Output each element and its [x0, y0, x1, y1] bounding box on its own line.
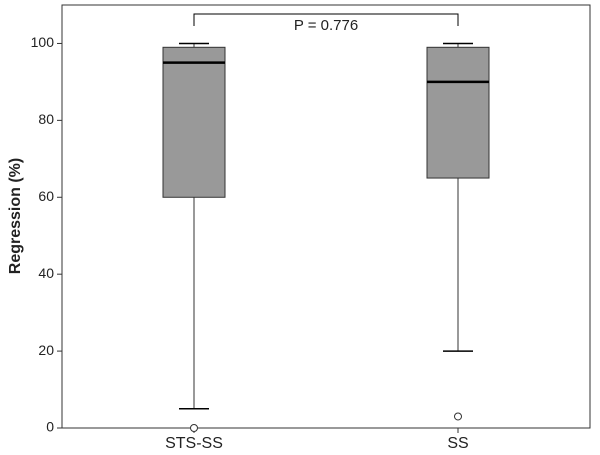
y-tick-label: 40 — [38, 265, 54, 281]
y-tick-label: 20 — [38, 342, 54, 358]
y-tick-label: 60 — [38, 188, 54, 204]
annotation: P = 0.776 — [294, 17, 358, 34]
y-axis-label: Regression (%) — [7, 158, 24, 274]
box — [426, 46, 490, 179]
y-tick-label: 0 — [46, 419, 54, 435]
x-tick-label: STS-SS — [165, 435, 223, 452]
outlier — [454, 412, 462, 421]
box — [162, 46, 226, 198]
x-tick-label: SS — [447, 435, 468, 452]
outlier — [190, 424, 198, 432]
y-tick-label: 100 — [31, 34, 55, 50]
plot-frame — [61, 4, 591, 429]
y-tick-label: 80 — [38, 111, 54, 127]
significance-bracket — [193, 13, 459, 26]
